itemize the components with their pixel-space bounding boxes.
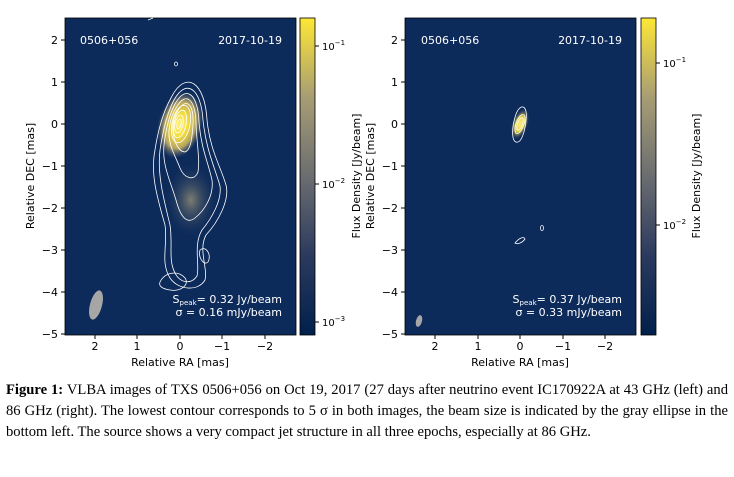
left-panel: 0506+056 2017-10-19 Speak= 0.32 Jy/beam … — [24, 17, 363, 369]
right-sigma-label: σ = 0.33 mJy/beam — [515, 306, 622, 319]
right-y-tick: −3 — [382, 244, 398, 257]
left-x-tick: 1 — [134, 340, 141, 353]
left-y-tick: −4 — [42, 286, 58, 299]
left-source-label: 0506+056 — [80, 34, 138, 47]
left-y-tick: 2 — [51, 34, 58, 47]
left-colorbar — [299, 17, 316, 336]
left-sigma-label: σ = 0.16 mJy/beam — [175, 306, 282, 319]
right-x-axis-label: Relative RA [mas] — [471, 356, 569, 369]
left-cbar-tick: 10−3 — [322, 315, 345, 329]
left-cbar-tick: 10−1 — [322, 39, 345, 53]
right-contours — [512, 106, 544, 245]
right-colorbar — [640, 17, 657, 336]
right-x-tick: 0 — [517, 340, 524, 353]
right-y-tick: −1 — [382, 160, 398, 173]
right-cbar-tick: 10−2 — [663, 218, 686, 232]
left-x-ticks: 2 1 0 −1 −2 — [92, 335, 273, 353]
caption-text: VLBA images of TXS 0506+056 on Oct 19, 2… — [6, 382, 728, 440]
right-beam-ellipse — [415, 315, 423, 327]
left-colorbar-label: Flux Density [Jy/beam] — [350, 114, 363, 239]
left-beam-ellipse — [89, 290, 103, 320]
right-x-ticks: 2 1 0 −1 −2 — [432, 335, 613, 353]
left-y-tick: 0 — [51, 118, 58, 131]
left-peak-value: = 0.32 Jy/beam — [197, 293, 282, 306]
left-y-tick: −1 — [42, 160, 58, 173]
left-y-ticks: 2 1 0 −1 −2 −3 −4 −5 — [42, 34, 65, 341]
left-x-axis-label: Relative RA [mas] — [131, 356, 229, 369]
left-y-axis-label: Relative DEC [mas] — [24, 123, 37, 229]
right-source-label: 0506+056 — [421, 34, 479, 47]
right-colorbar-ticks: 10−1 10−2 — [656, 56, 686, 232]
left-x-tick: −1 — [214, 340, 230, 353]
right-peak-label: Speak= 0.37 Jy/beam — [513, 293, 622, 307]
left-peak-label: Speak= 0.32 Jy/beam — [173, 293, 282, 307]
left-colorbar-ticks: 10−1 10−2 10−3 — [315, 39, 345, 329]
left-x-tick: −2 — [257, 340, 273, 353]
figure: 0506+056 2017-10-19 Speak= 0.32 Jy/beam … — [24, 17, 703, 369]
left-y-tick: −3 — [42, 244, 58, 257]
right-y-tick: −5 — [382, 328, 398, 341]
caption-label: Figure 1: — [6, 382, 64, 398]
right-colorbar-label: Flux Density [Jy/beam] — [690, 114, 703, 239]
left-x-tick: 0 — [177, 340, 184, 353]
right-y-axis-label: Relative DEC [mas] — [364, 123, 377, 229]
left-x-tick: 2 — [92, 340, 99, 353]
right-date-label: 2017-10-19 — [558, 34, 622, 47]
left-jet-glow — [163, 160, 219, 240]
figure-caption: Figure 1: VLBA images of TXS 0506+056 on… — [6, 380, 728, 443]
left-y-tick: 1 — [51, 76, 58, 89]
right-x-tick: −1 — [555, 340, 571, 353]
right-y-tick: 0 — [391, 118, 398, 131]
left-y-tick: −2 — [42, 202, 58, 215]
right-y-ticks: 2 1 0 −1 −2 −3 −4 −5 — [382, 34, 405, 341]
right-y-tick: −4 — [382, 286, 398, 299]
right-y-tick: 1 — [391, 76, 398, 89]
left-cbar-tick: 10−2 — [322, 177, 345, 191]
right-cbar-tick: 10−1 — [663, 56, 686, 70]
right-x-tick: 2 — [432, 340, 439, 353]
right-x-tick: −2 — [597, 340, 613, 353]
right-y-tick: 2 — [391, 34, 398, 47]
left-y-tick: −5 — [42, 328, 58, 341]
right-panel: 0506+056 2017-10-19 Speak= 0.37 Jy/beam … — [364, 17, 703, 369]
left-date-label: 2017-10-19 — [218, 34, 282, 47]
right-image-area — [404, 17, 637, 336]
left-contours — [147, 17, 228, 291]
right-x-tick: 1 — [475, 340, 482, 353]
right-y-tick: −2 — [382, 202, 398, 215]
right-peak-value: = 0.37 Jy/beam — [537, 293, 622, 306]
